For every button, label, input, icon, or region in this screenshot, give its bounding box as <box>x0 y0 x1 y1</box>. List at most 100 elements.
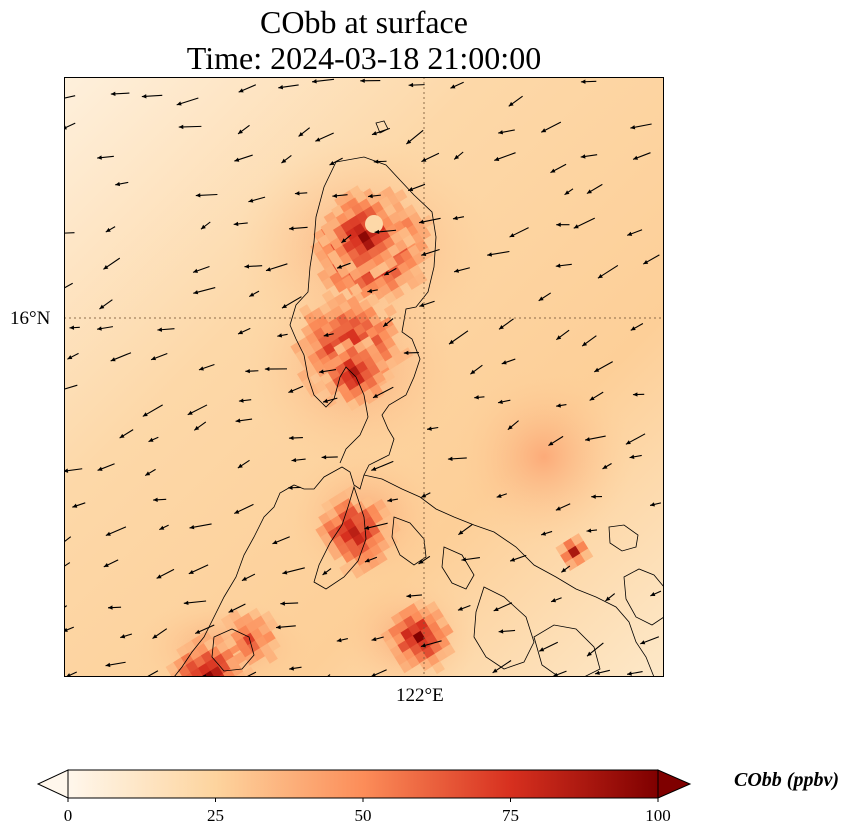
wind-arrow <box>178 124 202 130</box>
wind-arrow <box>548 435 564 447</box>
field-cell <box>223 636 237 650</box>
wind-arrow <box>550 163 567 174</box>
wind-arrow <box>498 318 514 330</box>
colorbar-max-extend <box>657 769 692 799</box>
field-cell <box>391 286 405 300</box>
wind-arrow <box>281 155 292 164</box>
coastline-islands-g <box>623 568 664 626</box>
wind-arrow <box>280 601 299 606</box>
wind-arrow <box>642 254 660 265</box>
field-cell <box>375 358 389 372</box>
colorbar <box>36 769 692 802</box>
wind-arrow <box>341 234 352 244</box>
map-time: Time: 2024-03-18 21:00:00 <box>186 40 542 76</box>
wind-arrow <box>458 524 473 536</box>
wind-arrow <box>110 352 132 362</box>
wind-arrow <box>69 325 80 330</box>
wind-arrow <box>540 530 553 536</box>
wind-arrow <box>626 671 643 676</box>
wind-arrow <box>498 629 516 634</box>
wind-arrow <box>238 398 252 403</box>
wind-arrow <box>120 633 133 639</box>
wind-arrow <box>573 217 595 229</box>
coastline-islands-d <box>441 546 475 590</box>
wind-arrow <box>540 121 562 133</box>
wind-arrow <box>555 503 571 511</box>
wind-arrow <box>195 193 218 198</box>
wind-arrow <box>289 666 302 671</box>
wind-arrow <box>294 191 308 196</box>
wind-arrow <box>193 287 216 295</box>
wind-arrow <box>632 152 651 160</box>
plume-glow <box>454 367 634 547</box>
wind-arrow <box>403 350 419 356</box>
wind-arrow <box>627 229 643 236</box>
wind-arrow <box>494 152 516 161</box>
wind-arrow <box>630 323 644 331</box>
wind-arrow <box>336 637 348 643</box>
wind-arrow <box>496 493 507 498</box>
map-title: CObb at surface <box>260 4 468 40</box>
plume-hotspot <box>555 533 594 572</box>
wind-arrow <box>492 660 512 674</box>
wind-arrow <box>64 384 78 390</box>
wind-arrow <box>200 221 211 230</box>
wind-arrow <box>110 91 130 97</box>
wind-arrow <box>650 590 662 597</box>
wind-arrow <box>581 335 597 347</box>
wind-arrow <box>287 485 301 490</box>
plume-hotspot <box>315 485 401 579</box>
wind-arrow <box>248 290 260 298</box>
wind-arrow <box>276 625 296 630</box>
colorbar-tick-marks <box>67 798 659 802</box>
wind-arrow <box>585 435 606 442</box>
wind-arrow <box>555 329 570 341</box>
wind-arrow <box>288 435 303 441</box>
coastline-islands-b <box>473 586 535 670</box>
wind-arrow <box>407 183 426 192</box>
field-cell <box>402 234 416 248</box>
wind-arrow <box>291 457 306 463</box>
wind-arrow <box>64 536 72 543</box>
longitude-tick-label: 122°E <box>396 685 444 706</box>
wind-arrow <box>509 227 529 238</box>
wind-arrow <box>387 498 399 503</box>
wind-arrow <box>72 502 86 508</box>
wind-arrow <box>183 600 207 606</box>
wind-arrow <box>493 602 513 612</box>
wind-arrow <box>418 217 441 224</box>
coastline-luzon-west <box>173 156 437 677</box>
wind-arrow <box>64 562 71 568</box>
coastline-islands-a <box>391 516 427 566</box>
wind-arrow <box>148 436 159 443</box>
wind-arrow <box>470 364 483 375</box>
wind-arrow <box>364 556 378 563</box>
wind-arrow <box>452 215 465 221</box>
map-panel <box>64 77 664 677</box>
field-cell <box>264 650 278 664</box>
wind-arrow <box>64 468 83 473</box>
wind-arrow <box>405 129 424 145</box>
wind-arrow <box>418 555 431 565</box>
wind-arrow <box>96 326 114 331</box>
wind-arrow <box>406 593 422 599</box>
wind-arrow <box>561 565 571 573</box>
wind-arrow <box>538 292 551 302</box>
wind-arrow <box>453 267 470 273</box>
wind-arrow <box>501 358 516 365</box>
field-cell <box>384 256 398 270</box>
wind-arrow <box>507 420 519 431</box>
wind-arrow <box>538 641 559 652</box>
wind-arrow <box>244 264 263 269</box>
colorbar-tick-75: 75 <box>502 806 519 825</box>
plume-hotspot <box>317 190 416 281</box>
wind-arrow <box>264 366 288 372</box>
wind-arrow <box>421 152 440 163</box>
wind-arrow <box>555 263 572 268</box>
colorbar-tick-25: 25 <box>207 806 224 825</box>
colorbar-gradient <box>67 769 659 799</box>
wind-arrow <box>649 502 662 507</box>
wind-arrow <box>632 392 645 397</box>
field-cell <box>414 272 428 286</box>
wind-arrow <box>419 300 435 308</box>
